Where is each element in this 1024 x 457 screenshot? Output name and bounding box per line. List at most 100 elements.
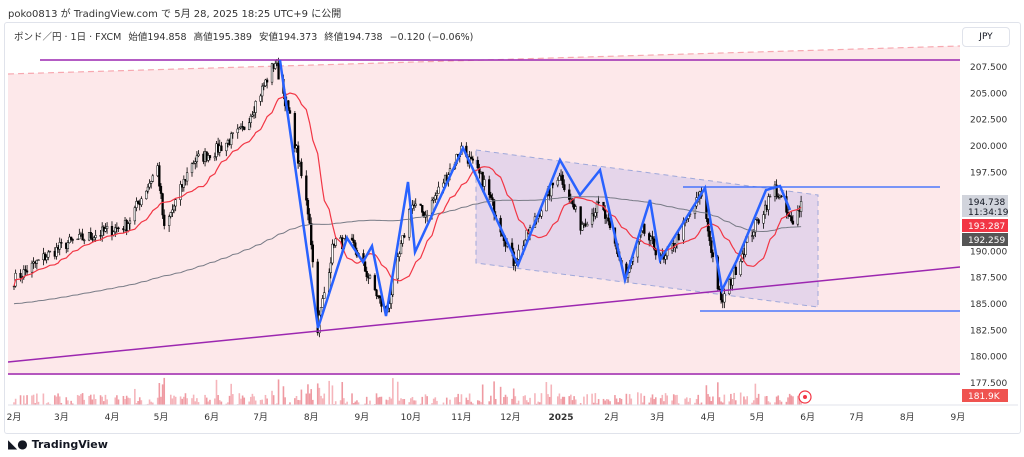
volume-bar [171,398,174,405]
volume-bar [677,403,680,405]
volume-bar [365,396,368,405]
volume-bar [375,393,378,405]
volume-bar [49,403,51,405]
volume-bar [480,402,482,405]
volume-bar [653,399,655,405]
volume-bar [122,395,125,405]
candle-body [151,175,154,182]
candle-body [563,184,566,191]
candle-body [66,242,70,249]
volume-bar [751,402,753,405]
candle-body [24,269,27,272]
volume-bar [158,383,161,405]
candle-body [194,161,197,164]
candle-body [47,251,50,258]
volume-bar [184,393,187,405]
volume-bar [125,395,128,405]
candle-body [146,186,150,192]
tradingview-logo: ◣● TradingView [8,437,108,451]
volume-bar [650,397,652,405]
x-tick-label: 8月 [900,412,915,423]
candle-body [248,122,251,130]
volume-bar [454,397,456,405]
candle-body [365,271,368,278]
candle-body [762,214,765,224]
volume-bar [494,398,497,405]
volume-bar [249,396,252,405]
volume-bar [266,398,268,405]
moving-average-fast [13,92,802,287]
volume-bar [628,394,631,405]
candle-body [254,101,257,113]
volume-bar [506,396,508,405]
volume-bar [579,403,582,405]
candle-body [711,252,715,258]
moving-average-slow [13,196,802,305]
candle-body [105,225,109,229]
volume-bar [254,400,257,405]
candle-body [728,279,731,295]
currency-button[interactable]: JPY [962,27,1010,47]
volume-bar [694,402,696,405]
candle-body [310,222,313,246]
volume-bar [721,402,724,405]
chart-frame [4,22,1021,434]
candle-body [197,153,200,157]
volume-bar [659,398,662,405]
candle-body [399,243,403,255]
open-value: 始値194.858 [128,32,187,43]
last-price-label: 194.738 [968,198,1005,208]
candle-body [252,112,256,116]
volume-bar [785,401,788,405]
volume-bar [654,397,657,405]
candle-body [185,172,189,182]
volume-bar [797,395,799,405]
volume-bar [308,393,311,405]
candle-body [757,219,760,224]
volume-bar [300,389,303,405]
volume-bar [607,399,610,405]
volume-bar [672,394,675,405]
candle-body [305,175,308,201]
high-value: 高値195.389 [193,32,252,43]
volume-bar [261,399,264,405]
volume-bar [148,399,151,405]
volume-bar [147,403,149,405]
volume-bar [674,395,677,405]
candle-body [179,184,182,200]
ma-slow-label: 192.259 [968,236,1005,246]
volume-bar [499,386,502,405]
candle-body [401,235,404,244]
candle-body [434,195,437,200]
volume-bar [163,377,166,405]
candle-body [114,227,117,233]
symbol-name[interactable]: ポンド／円 · 1日 · FXCM [14,32,122,43]
candle-body [55,247,58,257]
volume-bar [733,392,735,405]
volume-bar [218,400,221,405]
volume-bar [238,393,241,405]
volume-bar [289,402,291,405]
volume-bar [459,402,461,405]
volume-bar [214,398,216,405]
volume-bar [341,382,344,405]
volume-bar [398,400,401,405]
volume-bar [173,395,175,405]
volume-bar [774,402,776,405]
volume-bar [779,400,781,405]
volume-bar [596,403,598,405]
candle-body [754,219,757,233]
candle-body [579,206,582,231]
candle-body [117,227,120,229]
volume-bar [248,401,250,405]
volume-bar [734,400,737,405]
x-tick-label: 11月 [451,412,471,423]
volume-bar [272,395,275,405]
volume-bar [666,395,668,405]
volume-bar [568,396,571,405]
volume-bar [478,400,481,405]
candle-body [288,110,292,114]
volume-bar [264,394,267,405]
candle-body [192,162,195,165]
